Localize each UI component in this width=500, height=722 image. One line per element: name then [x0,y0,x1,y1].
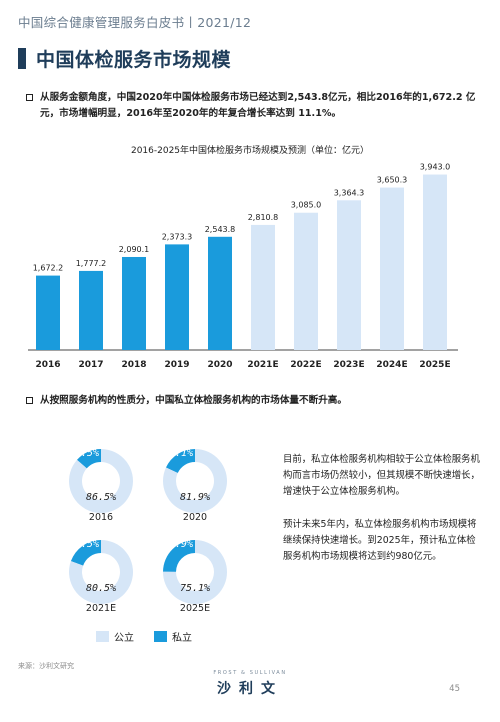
bar [36,275,60,350]
bar-value-label: 2,373.3 [162,232,193,241]
logo-small-text: FROST & SULLIVAN [213,670,287,676]
description-paragraph: 目前，私立体检服务机构相较于公立体检服务机构而言市场仍然较小，但其规模不断快速增… [283,454,480,497]
x-tick-label: 2025E [419,360,450,370]
private-percent-label: 19.5% [69,539,99,550]
bar-value-label: 3,650.3 [377,176,408,185]
x-tick-label: 2018 [121,360,146,370]
section-title: 中国体检服务市场规模 [36,49,232,71]
x-tick-label: 2016 [35,360,60,370]
public-slice [69,449,133,513]
public-percent-label: 81.9% [180,492,210,503]
bullet-point: 从按照服务机构的性质分，中国私立体检服务机构的市场体量不断升高。 [26,393,486,409]
donut-chart: 18.1% 81.9% 2020 [150,438,240,530]
bar [380,187,404,350]
x-tick-label: 2022E [290,360,321,370]
bar [251,224,275,350]
public-percent-label: 80.5% [86,583,116,594]
bar [337,200,361,350]
private-percent-label: 24.9% [163,539,193,550]
x-tick-label: 2020 [207,360,232,370]
report-header: 中国综合健康管理服务白皮书丨2021/12 [18,15,252,30]
description-paragraph: 预计未来5年内，私立体检服务机构市场规模将继续保持快速增长。到2025年，预计私… [283,519,477,562]
section-title-row: 中国体检服务市场规模 [18,45,231,72]
checkbox-icon [26,397,33,404]
private-percent-label: 13.5% [69,448,99,459]
donut-chart: 19.5% 80.5% 2021E [56,529,146,621]
private-percent-label: 18.1% [163,448,193,459]
donut-chart: 24.9% 75.1% 2025E [150,529,240,621]
public-percent-label: 86.5% [86,492,116,503]
donut-year-label: 2016 [88,512,114,523]
bar [122,256,146,350]
bar-value-label: 3,085.0 [291,201,322,210]
private-slice [70,540,101,566]
x-tick-label: 2019 [164,360,189,370]
donut-year-label: 2021E [85,603,117,614]
private-slice [165,449,195,474]
title-accent-bar [18,48,26,69]
bullet-point: 从服务金额角度，中国2020年中国体检服务市场已经达到2,543.8亿元，相比2… [26,90,486,122]
logo-main-text: 沙利文 [217,681,283,697]
bar [423,174,447,350]
x-tick-label: 2024E [376,360,407,370]
legend-swatch [154,631,167,642]
donut-year-label: 2025E [179,603,211,614]
private-slice [163,540,195,572]
bar-value-label: 2,543.8 [205,225,236,234]
bar-chart: 2016-2025年中国体检服务市场规模及预测（单位：亿元） 1,672.2 201… [28,144,458,370]
public-percent-label: 75.1% [180,583,210,594]
bar-value-label: 3,364.3 [334,188,365,197]
public-slice [68,540,133,604]
public-slice [163,449,227,513]
x-tick-label: 2021E [247,360,278,370]
legend-swatch [96,631,109,642]
legend-item-private: 私立 [154,629,192,644]
company-logo: FROST & SULLIVAN 沙利文 [0,670,500,698]
bullet-text: 从按照服务机构的性质分，中国私立体检服务机构的市场体量不断升高。 [40,395,347,406]
private-slice [76,449,101,469]
legend-label: 公立 [114,633,134,644]
bar [294,212,318,350]
x-tick-label: 2017 [78,360,103,370]
legend-item-public: 公立 [96,629,134,644]
chart-title: 2016-2025年中国体检服务市场规模及预测（单位：亿元） [131,144,369,156]
bar-value-label: 2,810.8 [248,213,279,222]
legend-label: 私立 [172,633,192,644]
page-number: 45 [449,684,460,694]
donut-legend: 公立 私立 [96,629,212,644]
bullet-text: 从服务金额角度，中国2020年中国体检服务市场已经达到2,543.8亿元，相比2… [40,92,476,119]
bar-value-label: 1,672.2 [33,264,64,273]
bar-value-label: 2,090.1 [119,245,150,254]
bar-value-label: 1,777.2 [76,259,107,268]
bar [79,270,103,350]
source-note: 来源：沙利文研究 [18,662,74,670]
public-slice [163,540,227,604]
x-tick-label: 2023E [333,360,364,370]
bar [165,244,189,350]
donut-chart: 13.5% 86.5% 2016 [56,438,146,530]
bar-value-label: 3,943.0 [420,163,451,172]
bar [208,236,232,350]
checkbox-icon [26,94,33,101]
donut-year-label: 2020 [182,512,208,523]
